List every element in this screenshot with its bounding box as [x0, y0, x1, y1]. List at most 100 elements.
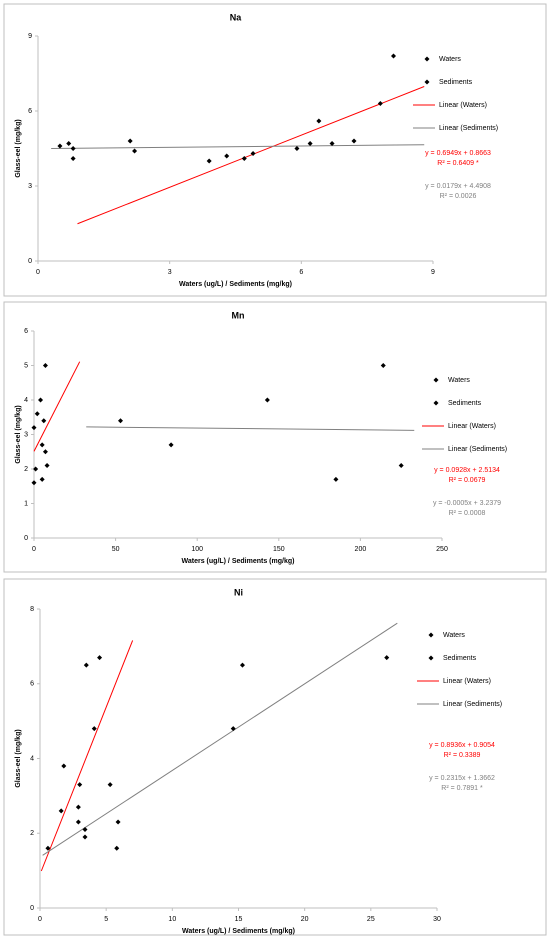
x-tick-label: 20: [301, 916, 309, 923]
trendline: [86, 426, 415, 431]
y-tick-label: 5: [24, 362, 28, 369]
legend-label: Linear (Waters): [439, 102, 487, 109]
legend-label: Linear (Sediments): [439, 125, 498, 132]
data-point: [384, 655, 390, 661]
y-tick-label: 4: [24, 397, 28, 404]
x-tick-label: 50: [112, 546, 120, 553]
data-point: [241, 156, 247, 161]
data-point: [114, 845, 120, 851]
x-tick-label: 9: [431, 269, 435, 276]
data-point: [391, 53, 396, 59]
y-tick-label: 1: [24, 500, 28, 507]
data-point: [377, 101, 383, 106]
data-point: [250, 151, 256, 156]
trend-equation: y = 0.6949x + 0.8663: [425, 150, 491, 157]
data-point: [39, 476, 45, 482]
trend-equation: y = 0.0179x + 4.4908: [425, 183, 491, 190]
legend-label: Sediments: [443, 655, 477, 662]
trend-r-squared: R² = 0.3389: [444, 752, 481, 759]
trend-equation: y = -0.0005x + 3.2379: [433, 500, 501, 507]
data-point: [316, 118, 322, 124]
data-point: [66, 141, 72, 146]
x-tick-label: 250: [436, 546, 448, 553]
data-point: [206, 158, 212, 164]
data-point: [57, 143, 63, 149]
y-tick-label: 3: [24, 431, 28, 438]
data-point: [168, 442, 174, 448]
trend-r-squared: R² = 0.0679: [449, 477, 486, 484]
legend-label: Linear (Sediments): [448, 446, 507, 453]
y-tick-label: 0: [24, 535, 28, 542]
data-point: [82, 827, 88, 833]
legend-label: Linear (Waters): [448, 423, 496, 430]
x-tick-label: 150: [273, 546, 285, 553]
trendline: [51, 144, 425, 149]
legend-marker: [428, 655, 434, 661]
data-point: [41, 418, 47, 424]
data-point: [61, 763, 67, 769]
trendline: [42, 622, 398, 856]
data-point: [307, 141, 313, 146]
y-tick-label: 6: [28, 108, 32, 115]
x-tick-label: 25: [367, 916, 375, 923]
x-axis-label: Waters (ug/L) / Sediments (mg/kg): [182, 928, 295, 935]
y-tick-label: 6: [24, 328, 28, 335]
data-point: [117, 418, 123, 424]
data-point: [398, 463, 404, 469]
y-axis-label: Glass-eel (mg/kg): [15, 729, 22, 787]
data-point: [44, 463, 50, 469]
data-point: [70, 146, 76, 151]
data-point: [58, 808, 64, 814]
data-point: [91, 726, 97, 732]
legend-label: Linear (Waters): [443, 678, 491, 685]
x-tick-label: 100: [191, 546, 203, 553]
trendline: [77, 86, 425, 225]
data-point: [224, 153, 230, 159]
y-tick-label: 3: [28, 183, 32, 190]
chart-title: Na: [230, 12, 242, 22]
x-tick-label: 3: [168, 269, 172, 276]
x-tick-label: 200: [355, 546, 367, 553]
data-point: [127, 138, 133, 144]
trend-r-squared: R² = 0.0026: [440, 193, 477, 200]
legend-label: Waters: [448, 377, 470, 384]
y-axis-label: Glass-eel (mg/kg): [15, 405, 22, 463]
data-point: [82, 834, 88, 840]
x-tick-label: 5: [104, 916, 108, 923]
trend-equation: y = 0.2315x + 1.3662: [429, 775, 495, 782]
data-point: [230, 726, 236, 732]
y-tick-label: 6: [30, 681, 34, 688]
data-point: [107, 782, 113, 788]
chart-frame: [3, 578, 547, 936]
y-tick-label: 4: [30, 755, 34, 762]
y-tick-label: 2: [24, 466, 28, 473]
x-tick-label: 0: [36, 269, 40, 276]
legend-label: Waters: [443, 632, 465, 639]
legend-label: Waters: [439, 56, 461, 63]
data-point: [34, 411, 40, 417]
data-point: [264, 397, 270, 403]
data-point: [239, 662, 245, 668]
data-point: [83, 662, 89, 668]
data-point: [42, 363, 48, 368]
x-tick-label: 6: [299, 269, 303, 276]
data-point: [31, 480, 37, 486]
data-point: [70, 156, 76, 161]
x-tick-label: 10: [168, 916, 176, 923]
legend-marker: [433, 400, 439, 406]
data-point: [329, 141, 335, 146]
data-point: [380, 363, 386, 368]
legend-marker: [424, 56, 430, 62]
data-point: [97, 655, 103, 661]
legend-label: Sediments: [439, 79, 473, 86]
data-point: [33, 466, 39, 472]
legend-marker: [424, 79, 430, 85]
data-point: [115, 819, 121, 825]
trend-equation: y = 0.8936x + 0.9054: [429, 742, 495, 749]
legend-label: Sediments: [448, 400, 482, 407]
chart-title: Ni: [234, 587, 243, 597]
data-point: [294, 146, 300, 151]
chart-frame: [3, 301, 547, 573]
trend-r-squared: R² = 0.6409 *: [437, 160, 479, 167]
x-tick-label: 0: [38, 916, 42, 923]
